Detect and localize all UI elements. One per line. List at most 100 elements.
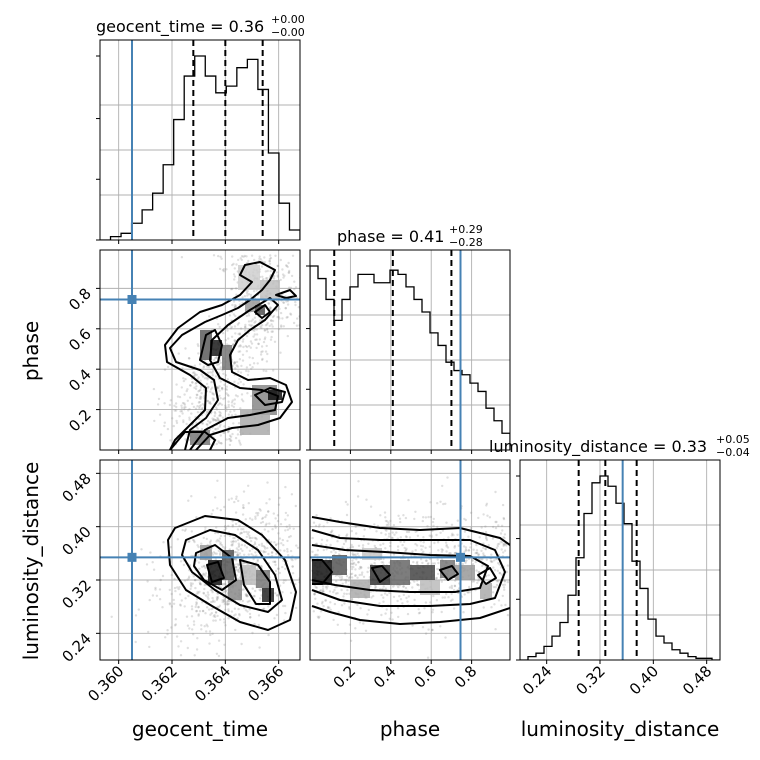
sample-point: [208, 642, 211, 645]
sample-point: [178, 586, 181, 589]
sample-point: [196, 343, 199, 346]
sample-point: [197, 352, 200, 355]
sample-point: [191, 381, 194, 384]
sample-point: [183, 529, 187, 532]
sample-point: [212, 254, 216, 257]
sample-point: [232, 343, 235, 346]
sample-point: [211, 553, 214, 556]
sample-point: [238, 377, 241, 381]
sample-point: [421, 545, 425, 548]
sample-point: [229, 435, 233, 438]
sample-point: [468, 585, 471, 589]
sample-point: [354, 574, 357, 577]
sample-point: [216, 363, 219, 367]
sample-point: [326, 539, 329, 542]
sample-point: [253, 258, 256, 262]
sample-point: [174, 409, 178, 412]
sample-point: [306, 554, 308, 556]
sample-point: [496, 545, 499, 548]
sample-point: [257, 342, 260, 345]
sample-point: [158, 413, 162, 416]
sample-point: [237, 345, 241, 348]
sample-point: [223, 431, 226, 435]
sample-point: [251, 318, 255, 321]
sample-point: [229, 439, 232, 443]
sample-point: [475, 549, 479, 552]
sample-point: [352, 561, 356, 565]
sample-point: [463, 550, 466, 553]
sample-point: [223, 602, 226, 606]
sample-point: [501, 541, 504, 544]
sample-point: [264, 277, 268, 280]
ytick-label-phase: 0.6: [65, 325, 95, 355]
sample-point: [258, 543, 261, 547]
sample-point: [322, 604, 325, 608]
sample-point: [286, 300, 290, 303]
sample-point: [206, 606, 209, 609]
sample-point: [245, 593, 248, 597]
sample-point: [215, 552, 218, 555]
sample-point: [185, 389, 188, 393]
sample-point: [182, 563, 186, 567]
sample-point: [249, 537, 252, 540]
sample-point: [291, 565, 294, 568]
sample-point: [286, 539, 289, 543]
sample-point: [261, 358, 264, 362]
sample-point: [487, 574, 490, 577]
sample-point: [212, 615, 215, 618]
sample-point: [213, 418, 216, 421]
sample-point: [195, 601, 198, 604]
sample-point: [475, 543, 478, 547]
sample-point: [227, 438, 231, 441]
sample-point: [243, 544, 247, 547]
sample-point: [287, 271, 290, 274]
sample-point: [393, 533, 396, 536]
sample-point: [334, 592, 338, 595]
sample-point: [226, 603, 230, 606]
sample-point: [301, 569, 303, 571]
sample-point: [216, 597, 219, 601]
sample-point: [261, 520, 265, 524]
sample-point: [200, 392, 203, 395]
sample-point: [381, 587, 384, 591]
sample-point: [243, 530, 246, 534]
sample-point: [263, 545, 266, 549]
sample-point: [251, 536, 254, 540]
sample-point: [267, 510, 270, 513]
sample-point: [326, 605, 330, 609]
sample-point: [490, 553, 493, 556]
sample-point: [453, 584, 457, 588]
sample-point: [467, 549, 471, 552]
sample-point: [243, 329, 247, 332]
sample-point: [194, 586, 197, 590]
contour-line: [439, 565, 459, 581]
sample-point: [209, 633, 212, 637]
sample-point: [444, 541, 448, 544]
sample-point: [166, 365, 170, 369]
sample-point: [243, 606, 246, 610]
sample-point: [348, 606, 351, 609]
sample-point: [237, 321, 241, 325]
sample-point: [263, 528, 266, 531]
sample-point: [219, 442, 223, 445]
sample-point: [266, 327, 269, 331]
sample-point: [358, 567, 361, 570]
sample-point: [236, 570, 240, 573]
sample-point: [225, 392, 228, 395]
sample-point: [237, 542, 240, 545]
sample-point: [350, 543, 353, 547]
sample-point: [254, 517, 257, 520]
sample-point: [208, 402, 212, 405]
sample-point: [264, 270, 267, 273]
sample-point: [424, 516, 428, 519]
density-cell: [210, 340, 222, 356]
sample-point: [219, 553, 222, 556]
sample-point: [431, 562, 435, 565]
ytick-label-phase: 0.2: [65, 406, 95, 436]
sample-point: [170, 626, 173, 629]
sample-point: [184, 378, 187, 381]
sample-point: [220, 403, 224, 406]
sample-point: [330, 550, 333, 554]
sample-point: [245, 546, 249, 549]
sample-point: [216, 387, 219, 390]
